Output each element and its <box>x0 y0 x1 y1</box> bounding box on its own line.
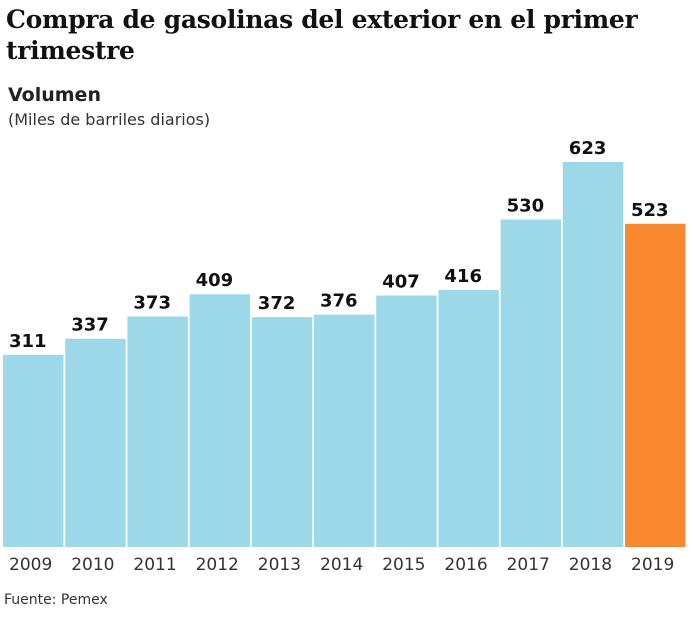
data-label-2014: 376 <box>320 291 358 312</box>
bar-2013 <box>251 317 313 547</box>
bar-2014 <box>314 314 375 547</box>
data-label-2017: 530 <box>507 195 545 216</box>
bar-2016 <box>438 289 499 547</box>
data-label-2013: 372 <box>258 293 296 314</box>
data-label-2010: 337 <box>71 315 109 336</box>
x-tick-2011: 2011 <box>133 555 176 575</box>
bar-2019 <box>625 223 686 547</box>
x-tick-2018: 2018 <box>569 555 612 575</box>
x-tick-2019: 2019 <box>631 555 674 575</box>
x-tick-2013: 2013 <box>258 555 301 575</box>
x-tick-2009: 2009 <box>9 555 52 575</box>
x-tick-2016: 2016 <box>444 555 487 575</box>
bar-2015 <box>376 295 437 547</box>
data-label-2009: 311 <box>9 331 47 352</box>
chart-title: Compra de gasolinas del exterior en el p… <box>6 5 638 65</box>
bar-2010 <box>65 338 126 547</box>
chart-subtitle: Volumen <box>8 84 101 106</box>
bar-2018 <box>562 162 624 547</box>
data-label-2012: 409 <box>196 270 234 291</box>
data-label-2016: 416 <box>444 266 482 287</box>
x-tick-2014: 2014 <box>320 555 363 575</box>
bar-2017 <box>500 219 562 547</box>
bar-2009 <box>3 354 64 547</box>
x-tick-2015: 2015 <box>382 555 425 575</box>
bar-2011 <box>127 316 188 547</box>
y-axis-label: (Miles de barriles diarios) <box>8 110 211 129</box>
data-label-2011: 373 <box>133 292 171 313</box>
source-note: Fuente: Pemex <box>4 592 108 608</box>
x-tick-2010: 2010 <box>71 555 114 575</box>
data-label-2018: 623 <box>569 138 607 159</box>
data-label-2019: 523 <box>631 200 669 221</box>
x-tick-2017: 2017 <box>507 555 550 575</box>
x-tick-2012: 2012 <box>196 555 239 575</box>
data-label-2015: 407 <box>382 271 420 292</box>
bar-2012 <box>189 294 251 547</box>
